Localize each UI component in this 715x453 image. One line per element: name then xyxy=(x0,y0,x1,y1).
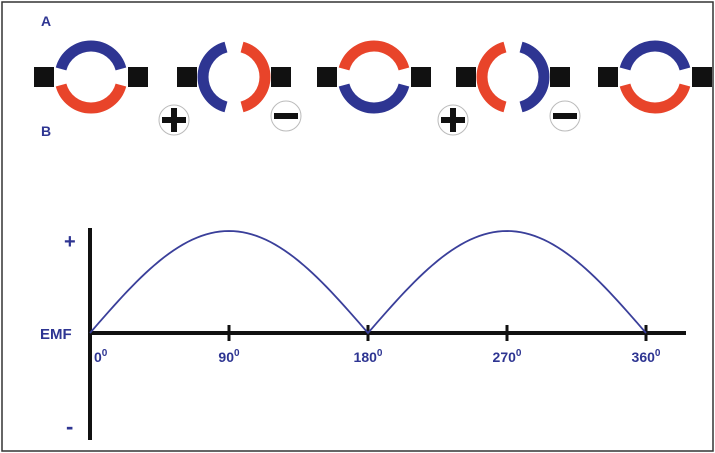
left-brush xyxy=(34,67,54,87)
commutator-270 xyxy=(437,41,581,136)
bottom-segment xyxy=(338,83,410,114)
commutator-180 xyxy=(317,40,431,114)
right-brush xyxy=(550,67,570,87)
negative-axis-label: - xyxy=(66,414,73,439)
positive-axis-label: + xyxy=(64,231,76,253)
left-segment xyxy=(476,41,507,113)
left-segment xyxy=(197,41,228,113)
right-segment xyxy=(240,41,271,113)
plus-terminal-icon xyxy=(437,104,469,136)
right-brush xyxy=(271,67,291,87)
commutator-360 xyxy=(598,40,712,114)
left-brush xyxy=(456,67,476,87)
plus-terminal-icon xyxy=(158,104,190,136)
tick-label-180: 1800 xyxy=(354,348,383,365)
left-brush xyxy=(598,67,618,87)
tick-label-270: 2700 xyxy=(493,348,522,365)
tick-label-90: 900 xyxy=(218,348,240,365)
top-segment xyxy=(55,40,127,71)
minus-terminal-icon xyxy=(270,100,302,132)
right-brush xyxy=(411,67,431,87)
commutator-0 xyxy=(34,40,148,114)
x-axis-tick-labels: 00 900 1800 2700 3600 xyxy=(94,348,661,365)
right-brush xyxy=(128,67,148,87)
emf-axis-label: EMF xyxy=(40,326,72,343)
emf-curve xyxy=(89,230,647,335)
top-segment xyxy=(619,40,691,71)
top-segment xyxy=(338,40,410,71)
segment-b-label: B xyxy=(41,123,51,139)
tick-label-360: 3600 xyxy=(632,348,661,365)
right-brush xyxy=(692,67,712,87)
bottom-segment xyxy=(55,83,127,114)
minus-terminal-icon xyxy=(549,100,581,132)
segment-a-label: A xyxy=(41,13,51,29)
tick-label-0: 00 xyxy=(94,348,108,365)
right-segment xyxy=(519,41,550,113)
left-brush xyxy=(177,67,197,87)
commutator-90 xyxy=(158,41,302,136)
emf-axes xyxy=(88,228,686,440)
bottom-segment xyxy=(619,83,691,114)
commutator-row xyxy=(34,40,712,136)
left-brush xyxy=(317,67,337,87)
